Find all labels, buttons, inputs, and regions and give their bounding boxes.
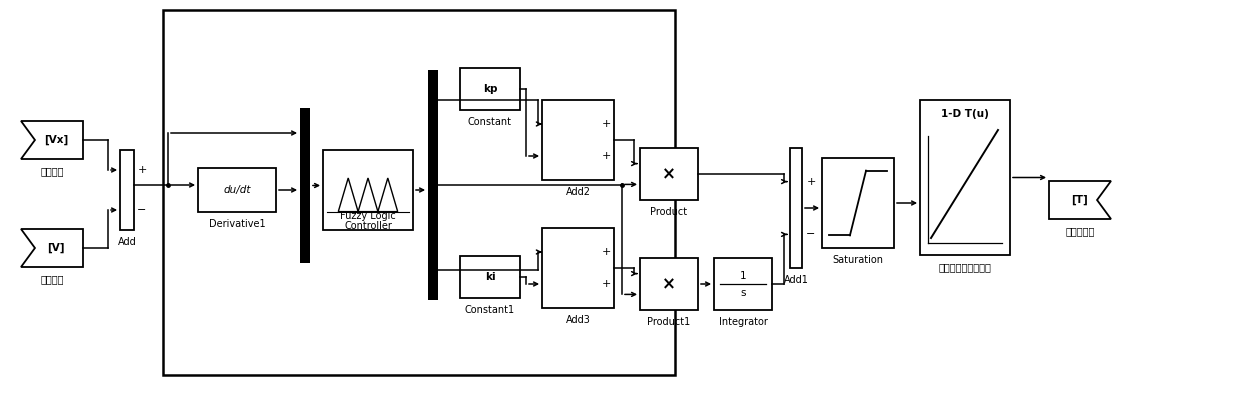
Bar xyxy=(641,258,698,310)
Text: +: + xyxy=(601,279,611,289)
Text: −: − xyxy=(807,230,815,239)
Text: ×: × xyxy=(662,275,676,293)
Text: Constant: Constant xyxy=(468,117,512,127)
Bar xyxy=(541,100,615,180)
Bar xyxy=(300,108,310,263)
Text: Add3: Add3 xyxy=(565,315,591,325)
Text: Product: Product xyxy=(650,207,688,217)
Text: Derivative1: Derivative1 xyxy=(208,219,265,229)
Bar xyxy=(714,258,772,310)
Bar xyxy=(821,158,895,248)
Text: Controller: Controller xyxy=(344,221,392,231)
Bar xyxy=(427,70,439,300)
Polygon shape xyxy=(21,121,83,159)
Text: ki: ki xyxy=(484,272,496,282)
Bar xyxy=(460,68,520,110)
Bar xyxy=(120,150,134,230)
Text: [T]: [T] xyxy=(1072,195,1088,205)
Text: Saturation: Saturation xyxy=(833,255,883,265)
Text: Add2: Add2 xyxy=(565,187,591,197)
Text: du/dt: du/dt xyxy=(223,185,250,195)
Bar xyxy=(164,10,675,375)
Polygon shape xyxy=(21,229,83,267)
Text: Product1: Product1 xyxy=(647,317,690,327)
Bar xyxy=(460,256,520,298)
Text: Integrator: Integrator xyxy=(719,317,767,327)
Bar xyxy=(921,100,1010,255)
Text: Constant1: Constant1 xyxy=(465,305,515,315)
Bar xyxy=(790,148,802,268)
Text: Fuzzy Logic: Fuzzy Logic xyxy=(341,211,396,220)
Text: 理想车速: 理想车速 xyxy=(40,166,63,176)
Text: [V]: [V] xyxy=(47,243,64,253)
Text: −: − xyxy=(138,205,146,215)
Text: [Vx]: [Vx] xyxy=(43,135,68,145)
Text: kp: kp xyxy=(483,84,497,94)
Text: +: + xyxy=(601,119,611,129)
Bar xyxy=(541,228,615,308)
Text: 1: 1 xyxy=(740,271,746,281)
Bar xyxy=(198,168,276,212)
Text: Add: Add xyxy=(118,237,136,247)
Text: Add1: Add1 xyxy=(783,275,808,285)
Text: s: s xyxy=(740,288,746,298)
Text: +: + xyxy=(601,247,611,257)
Text: 实际车速: 实际车速 xyxy=(40,274,63,284)
Text: 电子油门工作特性表: 电子油门工作特性表 xyxy=(939,262,991,272)
Text: 驱动总力矩: 驱动总力矩 xyxy=(1066,226,1095,236)
Text: +: + xyxy=(601,151,611,161)
Text: +: + xyxy=(807,176,815,187)
Bar xyxy=(641,148,698,200)
Bar xyxy=(323,150,413,230)
Text: +: + xyxy=(138,165,146,175)
Text: ×: × xyxy=(662,165,676,183)
Polygon shape xyxy=(1049,181,1111,219)
Text: 1-D T(u): 1-D T(u) xyxy=(942,109,989,119)
